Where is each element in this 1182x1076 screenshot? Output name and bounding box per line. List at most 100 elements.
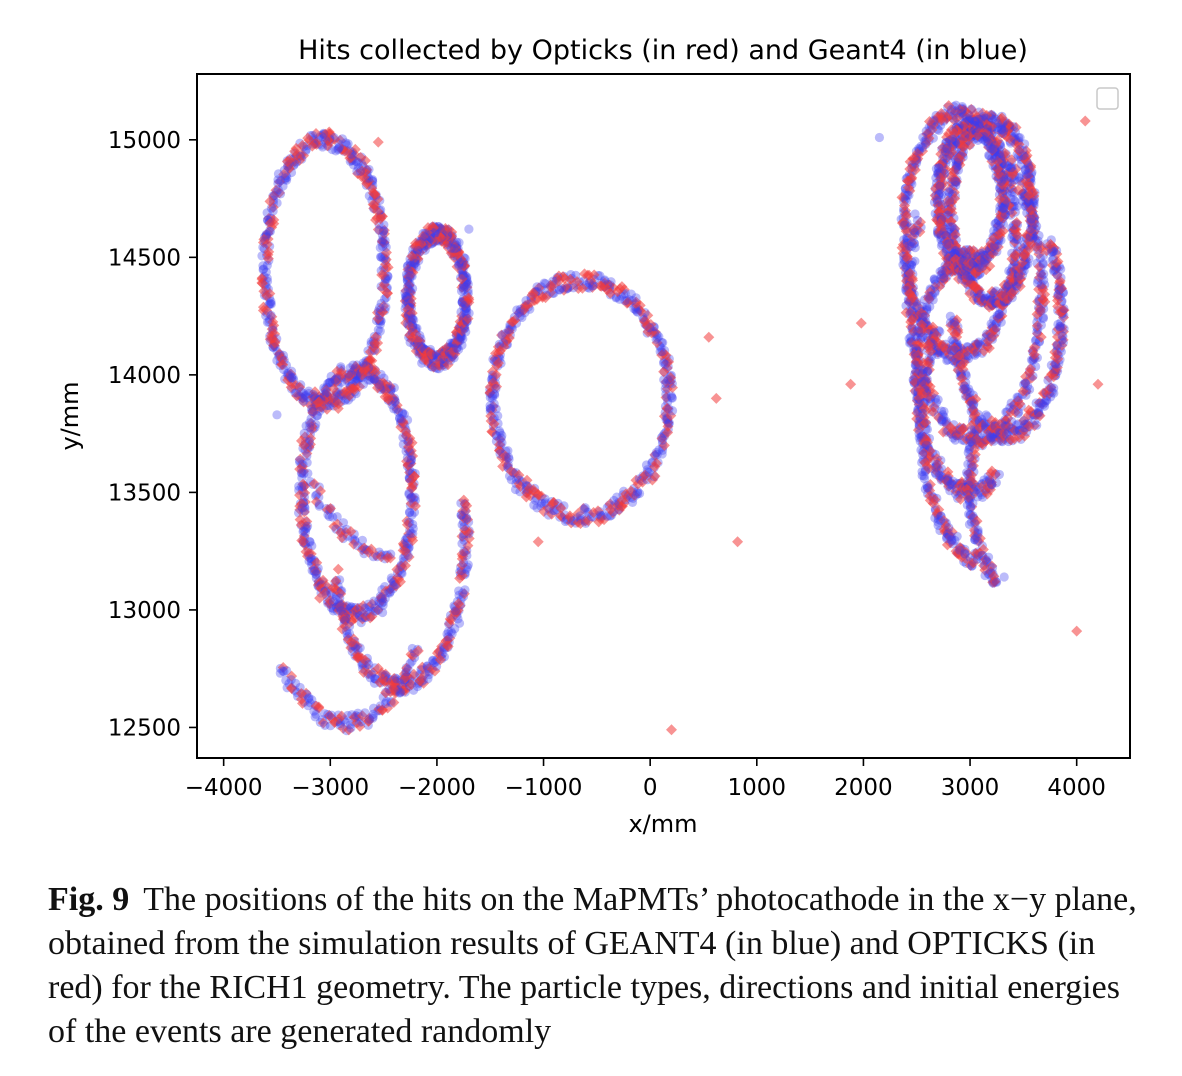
geant4-hit [463, 279, 473, 289]
geant4-hit [1020, 379, 1031, 389]
geant4-hit [663, 375, 673, 385]
opticks-hit [651, 337, 663, 349]
geant4-hit [667, 392, 677, 403]
opticks-hit [406, 307, 418, 319]
geant4-hit [634, 488, 645, 499]
geant4-hit [273, 169, 284, 179]
geant4-hit [407, 314, 418, 325]
opticks-hit [261, 290, 273, 302]
opticks-hit [377, 236, 389, 248]
geant4-hit [460, 306, 470, 316]
opticks-hit [658, 366, 670, 378]
opticks-hit [451, 261, 463, 273]
geant4-hit [960, 549, 970, 559]
opticks-hit [294, 381, 306, 393]
geant4-hit [952, 160, 963, 171]
geant4-hit [296, 387, 306, 397]
geant4-hit [378, 241, 388, 252]
geant4-hit [396, 687, 406, 697]
opticks-hit [448, 345, 460, 357]
geant4-hit [268, 206, 278, 216]
opticks-hit [456, 325, 468, 337]
geant4-hit [265, 298, 276, 308]
geant4-hit [336, 606, 346, 616]
geant4-hit [375, 303, 385, 313]
opticks-hit [382, 287, 394, 299]
geant4-hit [972, 536, 983, 546]
geant4-hit [660, 384, 670, 394]
geant4-hit [335, 593, 345, 603]
opticks-hit [455, 253, 467, 265]
geant4-hit [918, 449, 928, 460]
geant4-hit [258, 261, 268, 271]
geant4-hit [459, 546, 469, 557]
geant4-hit [355, 166, 366, 176]
geant4-hit [278, 181, 288, 191]
geant4-hit [632, 307, 643, 317]
geant4-hit [914, 145, 925, 155]
geant4-hit [1035, 253, 1045, 263]
opticks-hit [378, 279, 390, 291]
geant4-hit [374, 225, 384, 235]
geant4-hit [355, 643, 365, 653]
geant4-hit [1046, 382, 1056, 393]
geant4-hit [303, 468, 313, 478]
geant4-hit [333, 143, 344, 154]
geant4-hit [456, 333, 466, 343]
opticks-hit [400, 285, 412, 297]
geant4-hit [446, 243, 456, 253]
geant4-hit [334, 142, 345, 152]
opticks-hit [257, 277, 269, 289]
geant4-hit [904, 241, 915, 251]
geant4-hit [456, 286, 467, 296]
opticks-hit [376, 269, 388, 281]
geant4-hit [661, 379, 671, 389]
geant4-hit [659, 375, 669, 385]
opticks-hit [332, 563, 344, 575]
geant4-hit [461, 327, 471, 337]
opticks-hit [456, 273, 468, 285]
geant4-hit [337, 134, 347, 144]
geant4-hit [504, 454, 514, 464]
geant4-hit [666, 391, 676, 401]
geant4-hit [262, 260, 272, 270]
geant4-hit [400, 288, 410, 298]
geant4-hit [458, 285, 468, 295]
geant4-hit [273, 185, 283, 195]
opticks-hit [425, 348, 437, 360]
opticks-hit [333, 398, 345, 410]
geant4-hit [968, 400, 979, 410]
geant4-hit [408, 519, 418, 529]
opticks-hit [335, 143, 347, 155]
opticks-hit [377, 306, 389, 318]
geant4-hit [407, 313, 417, 323]
opticks-hit [372, 224, 384, 236]
geant4-hit [297, 481, 307, 492]
geant4-hit [343, 139, 353, 149]
geant4-hit [410, 258, 420, 268]
geant4-hit [455, 257, 465, 268]
geant4-hit [991, 577, 1002, 587]
geant4-hit [376, 237, 387, 247]
geant4-hit [297, 503, 307, 513]
geant4-hit [408, 321, 418, 331]
opticks-hit [262, 253, 274, 265]
opticks-hit [452, 334, 464, 346]
geant4-hit [266, 310, 276, 320]
geant4-hit [258, 264, 269, 274]
geant4-hit [358, 379, 369, 390]
opticks-hit [274, 176, 286, 188]
geant4-hit [923, 483, 933, 493]
opticks-hit [264, 195, 276, 207]
geant4-hit [986, 433, 997, 443]
geant4-hit [658, 358, 669, 368]
geant4-hit [1032, 278, 1043, 288]
opticks-hit [665, 372, 677, 384]
geant4-hit [375, 326, 385, 336]
geant4-hit [404, 507, 415, 517]
geant4-hit [435, 223, 446, 234]
opticks-hit [403, 271, 415, 283]
geant4-hit [458, 334, 468, 344]
opticks-hit [367, 199, 379, 211]
opticks-hit [264, 217, 276, 229]
